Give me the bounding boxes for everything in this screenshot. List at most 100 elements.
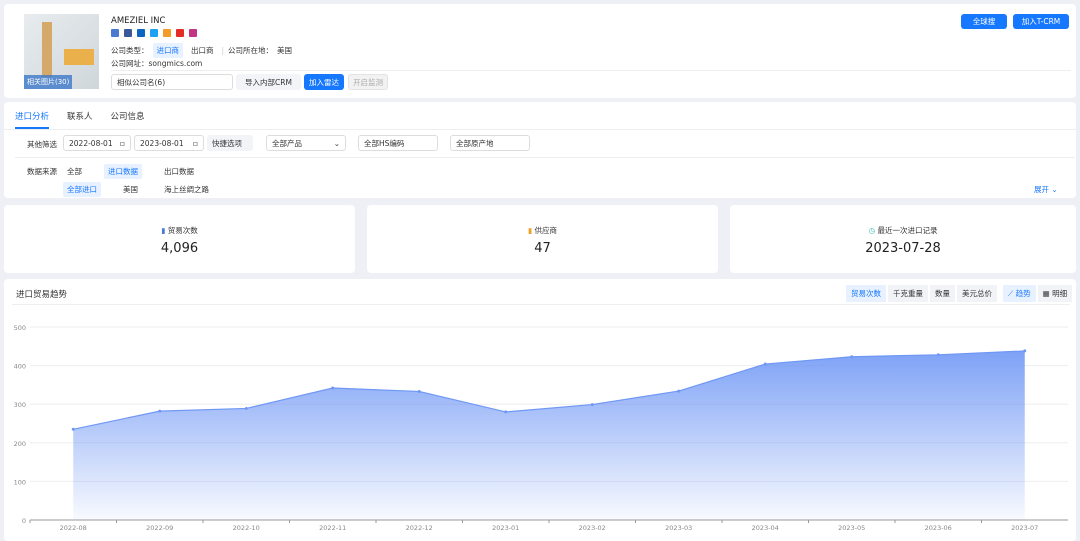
global-search-button[interactable]: 全球搜: [961, 14, 1007, 29]
bar-chart-icon: ▮: [161, 226, 168, 235]
metric-quantity[interactable]: 数量: [930, 285, 955, 302]
x-tick-label: 2023-05: [838, 524, 865, 532]
facebook-icon[interactable]: [124, 29, 132, 37]
expand-label: 展开: [1034, 185, 1049, 194]
data-point: [850, 355, 854, 359]
origin-value: 全部原产地: [456, 138, 494, 148]
metric-weight[interactable]: 千克重量: [888, 285, 928, 302]
sub-usa[interactable]: 美国: [123, 185, 138, 194]
data-point: [763, 362, 767, 366]
line-chart-icon: ⟋: [1008, 289, 1016, 298]
stat-trade-count: ▮ 贸易次数 4,096: [4, 205, 355, 273]
similar-companies-input[interactable]: 相似公司名(6): [111, 74, 233, 90]
stat-value: 2023-07-28: [865, 241, 941, 256]
website-icon[interactable]: [111, 29, 119, 37]
monitor-button[interactable]: 开启监测: [348, 74, 388, 90]
view-detail[interactable]: ▦ 明细: [1037, 285, 1073, 302]
clock-icon: ◷: [868, 226, 878, 235]
stat-label: 最近一次进口记录: [877, 226, 938, 235]
website-label: 公司网址：: [111, 59, 149, 68]
y-tick-label: 400: [14, 363, 26, 371]
series-line: [73, 350, 1025, 430]
y-tick-label: 500: [14, 324, 26, 332]
add-tcrm-button[interactable]: 加入T-CRM: [1013, 14, 1069, 29]
x-tick-label: 2022-11: [319, 524, 346, 532]
x-tick-label: 2023-01: [492, 524, 519, 532]
hs-code-select[interactable]: 全部HS编码: [358, 135, 438, 151]
y-tick-label: 200: [14, 440, 26, 448]
y-tick-label: 100: [14, 478, 26, 486]
calendar-icon: ▫: [119, 138, 125, 148]
quick-options-button[interactable]: 快捷选项: [207, 135, 253, 151]
website-link[interactable]: songmics.com: [148, 59, 203, 68]
stat-value: 47: [534, 241, 551, 256]
product-select[interactable]: 全部产品 ⌄: [266, 135, 346, 151]
stat-last-import: ◷ 最近一次进口记录 2023-07-28: [730, 205, 1076, 273]
instagram-icon[interactable]: [189, 29, 197, 37]
x-tick-label: 2023-02: [579, 524, 606, 532]
trade-trend-chart: 0 100 200 300 400 500 2022-08 2022-09 2022-10 202…: [14, 324, 1068, 532]
source-export[interactable]: 出口数据: [164, 167, 194, 176]
stat-label: 贸易次数: [167, 226, 198, 235]
add-radar-label: 加入雷达: [309, 77, 339, 87]
company-name: AMEZIEL INC: [111, 16, 166, 26]
view-trend-label: 趋势: [1015, 289, 1031, 298]
hs-value: 全部HS编码: [364, 138, 405, 148]
data-point: [504, 410, 508, 414]
company-header: 相关图片(30) AMEZIEL INC 公司类型： 进口商 出口商 | 公司所…: [4, 4, 1076, 98]
sub-silk-road[interactable]: 海上丝绸之路: [164, 185, 209, 194]
data-point: [71, 427, 75, 431]
data-point: [590, 403, 594, 407]
import-crm-button[interactable]: 导入内部CRM: [236, 74, 301, 90]
location-value: 美国: [277, 46, 293, 55]
stat-label: 供应商: [534, 226, 558, 235]
x-tick-label: 2022-08: [60, 524, 87, 532]
sub-all-import[interactable]: 全部进口: [63, 182, 101, 197]
x-tick-label: 2022-09: [146, 524, 173, 532]
company-image[interactable]: 相关图片(30): [24, 14, 99, 89]
stat-value: 4,096: [160, 241, 199, 256]
tab-company-info[interactable]: 公司信息: [110, 112, 145, 122]
x-tick-label: 2023-04: [752, 524, 779, 532]
trend-title: 进口贸易趋势: [16, 290, 68, 300]
x-tick-label: 2023-06: [925, 524, 952, 532]
image-count-label: 相关图片(30): [24, 75, 73, 89]
linkedin-icon[interactable]: [137, 29, 145, 37]
twitter-icon[interactable]: [150, 29, 158, 37]
type-exporter: 出口商: [191, 46, 214, 55]
youtube-icon[interactable]: [176, 29, 184, 37]
y-tick-label: 0: [22, 517, 26, 525]
similar-label: 相似公司名(6): [117, 77, 166, 87]
view-trend[interactable]: ⟋ 趋势: [1003, 285, 1036, 302]
filter-label: 其他筛选: [27, 140, 57, 149]
date-to: 2023-08-01: [140, 138, 184, 148]
add-radar-button[interactable]: 加入雷达: [304, 74, 344, 90]
date-from-input[interactable]: 2022-08-01 ▫: [63, 135, 131, 151]
data-point: [417, 389, 421, 393]
company-type-label: 公司类型：: [111, 46, 149, 55]
tab-import-analysis[interactable]: 进口分析: [15, 110, 50, 129]
expand-button[interactable]: 展开 ⌄: [1034, 185, 1058, 194]
date-to-input[interactable]: 2023-08-01 ▫: [134, 135, 204, 151]
x-tick-label: 2023-07: [1011, 524, 1038, 532]
table-icon: ▦: [1042, 289, 1053, 298]
area-fill: [73, 350, 1025, 520]
origin-select[interactable]: 全部原产地: [450, 135, 530, 151]
data-point: [331, 386, 335, 390]
calendar-icon: ▫: [192, 138, 198, 148]
x-tick-label: 2023-03: [665, 524, 692, 532]
social-links: [111, 29, 199, 37]
product-value: 全部产品: [272, 138, 302, 148]
view-detail-label: 明细: [1052, 289, 1068, 298]
source-import[interactable]: 进口数据: [104, 164, 142, 179]
stat-suppliers: ▮ 供应商 47: [367, 205, 718, 273]
source-all[interactable]: 全部: [67, 167, 82, 176]
metric-usd[interactable]: 美元总价: [957, 285, 997, 302]
metric-trade-count[interactable]: 贸易次数: [846, 285, 886, 302]
quick-label: 快捷选项: [212, 138, 242, 148]
add-tcrm-label: 加入T-CRM: [1021, 17, 1061, 26]
date-from: 2022-08-01: [69, 138, 113, 148]
data-point: [244, 406, 248, 410]
phone-icon[interactable]: [163, 29, 171, 37]
tab-contacts[interactable]: 联系人: [67, 112, 93, 122]
